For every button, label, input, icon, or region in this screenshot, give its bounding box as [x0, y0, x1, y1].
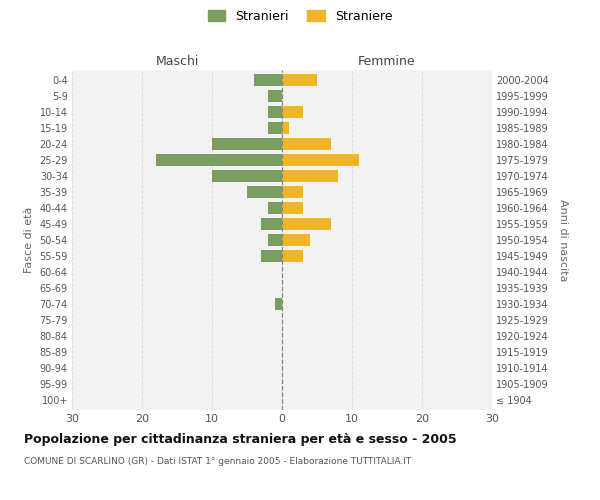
- Bar: [212, 170, 282, 182]
- Bar: [282, 250, 303, 262]
- Bar: [254, 74, 282, 86]
- Bar: [261, 218, 282, 230]
- Bar: [282, 218, 331, 230]
- Text: Maschi: Maschi: [155, 56, 199, 68]
- Bar: [268, 90, 282, 102]
- Bar: [212, 138, 282, 150]
- Y-axis label: Anni di nascita: Anni di nascita: [559, 198, 568, 281]
- Bar: [275, 298, 282, 310]
- Bar: [268, 106, 282, 118]
- Text: COMUNE DI SCARLINO (GR) - Dati ISTAT 1° gennaio 2005 - Elaborazione TUTTITALIA.I: COMUNE DI SCARLINO (GR) - Dati ISTAT 1° …: [24, 458, 411, 466]
- Text: Popolazione per cittadinanza straniera per età e sesso - 2005: Popolazione per cittadinanza straniera p…: [24, 432, 457, 446]
- Bar: [282, 234, 310, 246]
- Bar: [282, 122, 289, 134]
- Bar: [261, 250, 282, 262]
- Bar: [282, 202, 303, 214]
- Bar: [282, 106, 303, 118]
- Text: Femmine: Femmine: [358, 56, 416, 68]
- Bar: [282, 186, 303, 198]
- Legend: Stranieri, Straniere: Stranieri, Straniere: [203, 5, 397, 28]
- Bar: [282, 154, 359, 166]
- Bar: [268, 122, 282, 134]
- Bar: [282, 138, 331, 150]
- Bar: [156, 154, 282, 166]
- Bar: [282, 170, 338, 182]
- Y-axis label: Fasce di età: Fasce di età: [24, 207, 34, 273]
- Bar: [268, 234, 282, 246]
- Bar: [268, 202, 282, 214]
- Bar: [282, 74, 317, 86]
- Bar: [247, 186, 282, 198]
